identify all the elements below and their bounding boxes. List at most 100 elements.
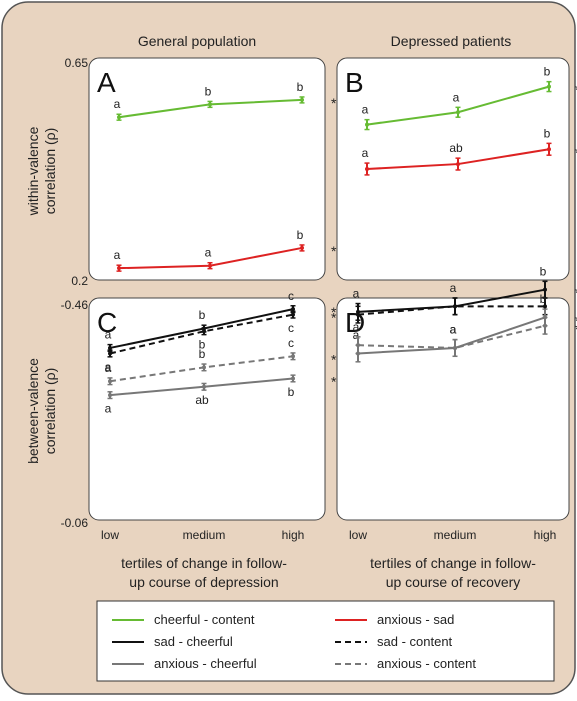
panel-b-letter: B: [345, 67, 364, 98]
x-label-left-line2: up course of depression: [129, 574, 278, 590]
series-c-sad-content-sig-label-1: b: [199, 338, 206, 352]
legend-item-anxious-sad: anxious - sad: [335, 612, 454, 627]
series-d-sad-cheerful-sig-label-0: a: [353, 287, 360, 301]
series-a-cheerful-content-significance-star: *: [331, 95, 337, 111]
series-d-anxious-content-point-0: [356, 343, 360, 348]
legend-item-anxious-content: anxious - content: [335, 656, 476, 671]
series-a-cheerful-content-sig-label-0: a: [114, 97, 121, 111]
series-b-cheerful-content-sig-label-0: a: [362, 103, 369, 117]
series-a-cheerful-content-sig-label-2: b: [297, 80, 304, 94]
series-c-sad-content: a b c *: [105, 310, 337, 374]
series-b-anxious-sad-point-2: [547, 147, 551, 152]
legend-item-anxious-cheerful-label: anxious - cheerful: [154, 656, 257, 671]
legend: cheerful - content anxious - sad sad - che…: [96, 600, 555, 682]
series-a-anxious-sad-point-0: [117, 266, 121, 271]
series-b-anxious-sad: a ab b *: [362, 126, 577, 176]
panel-c-letter: C: [97, 307, 117, 338]
series-c-anxious-cheerful-point-2: [291, 376, 295, 381]
legend-box: [96, 600, 555, 682]
series-b-anxious-sad-sig-label-1: ab: [449, 141, 463, 155]
series-b-anxious-sad-sig-label-2: b: [544, 126, 551, 140]
series-a-cheerful-content: a b b *: [114, 80, 337, 121]
series-a-cheerful-content-point-2: [300, 97, 304, 102]
legend-item-anxious-sad-label: anxious - sad: [377, 612, 454, 627]
series-c-sad-cheerful-sig-label-2: c: [288, 289, 294, 303]
series-c-anxious-content-sig-label-1: b: [199, 347, 206, 361]
series-b-anxious-sad-significance-star: *: [575, 144, 577, 160]
series-b-cheerful-content: a a b *: [362, 65, 577, 131]
legend-item-sad-content-label: sad - content: [377, 634, 453, 649]
series-a-anxious-sad-sig-label-1: a: [205, 246, 212, 260]
series-c-sad-cheerful-sig-label-1: b: [199, 308, 206, 322]
series-a-cheerful-content-point-0: [117, 115, 121, 120]
series-b-anxious-sad-point-0: [365, 167, 369, 171]
series-c-sad-cheerful-sig-label-0: a: [105, 328, 112, 342]
series-c-anxious-content-point-0: [108, 379, 112, 384]
series-d-sad-cheerful-sig-label-1: a: [450, 281, 457, 295]
panels: Aabb*aab*Baab*aabb*Cabc*abc*abc*aabb*Daa…: [88, 57, 577, 521]
series-a-anxious-sad-significance-star: *: [331, 243, 337, 259]
series-c-sad-cheerful-significance-star: *: [331, 304, 337, 320]
series-b-cheerful-content-significance-star: *: [575, 82, 577, 98]
x-tick-a-medium: medium: [183, 528, 226, 542]
series-a-anxious-sad-sig-label-2: b: [297, 228, 304, 242]
series-c-anxious-cheerful-significance-star: *: [331, 373, 337, 389]
series-c-sad-cheerful-point-2: [291, 307, 295, 312]
series-d-anxious-content-point-2: [543, 323, 547, 328]
series-c-anxious-cheerful: a ab b *: [105, 373, 337, 415]
series-d-anxious-content-line: [357, 324, 546, 349]
legend-item-anxious-content-label: anxious - content: [377, 656, 476, 671]
legend-item-anxious-cheerful: anxious - cheerful: [112, 656, 257, 671]
legend-item-cheerful-content: cheerful - content: [112, 612, 255, 627]
x-tick-b-medium: medium: [434, 528, 477, 542]
series-c-sad-cheerful-point-0: [108, 345, 112, 350]
x-tick-a-low: low: [101, 528, 119, 542]
x-label-right-line1: tertiles of change in follow-: [370, 555, 536, 571]
series-d-anxious-cheerful-sig-label-0: a: [353, 328, 360, 342]
series-c-anxious-cheerful-point-0: [108, 393, 112, 398]
series-c-anxious-cheerful-sig-label-2: b: [288, 385, 295, 399]
series-c-sad-content-sig-label-2: c: [288, 321, 294, 335]
panel-a: Aa b b * a a b *: [88, 57, 337, 281]
series-a-anxious-sad: a a b *: [114, 228, 337, 272]
series-c-anxious-content-point-2: [291, 354, 295, 359]
series-c-anxious-content-sig-label-2: c: [288, 336, 294, 350]
x-tick-a-high: high: [282, 528, 305, 542]
series-d-sad-cheerful-sig-label-2: b: [540, 264, 547, 278]
series-b-anxious-sad-point-1: [456, 162, 460, 167]
legend-item-sad-cheerful-label: sad - cheerful: [154, 634, 233, 649]
x-label-left-line1: tertiles of change in follow-: [121, 555, 287, 571]
series-d-sad-content-point-0: [356, 312, 360, 317]
series-d-anxious-content-sig-label-0: a: [353, 320, 360, 334]
legend-item-cheerful-content-label: cheerful - content: [154, 612, 255, 627]
series-d-sad-cheerful-significance-star: *: [575, 285, 577, 301]
series-a-cheerful-content-point-1: [208, 102, 212, 107]
y-axis-top-max: 0.65: [65, 56, 89, 70]
series-a-anxious-sad-sig-label-0: a: [114, 248, 121, 262]
series-d-sad-content-line: [357, 305, 545, 316]
legend-item-sad-content: sad - content: [335, 634, 453, 649]
series-d-anxious-cheerful-significance-star: *: [575, 312, 577, 328]
series-c-anxious-cheerful-sig-label-0: a: [105, 401, 112, 415]
series-b-cheerful-content-sig-label-1: a: [453, 90, 460, 104]
series-d-sad-content-point-2: [543, 304, 547, 309]
y-axis-bottom-label-line2: correlation (ρ): [42, 368, 58, 455]
x-tick-b-high: high: [534, 528, 557, 542]
series-c-anxious-content-sig-label-0: a: [105, 361, 112, 375]
series-c-sad-content-sig-label-0: a: [105, 360, 112, 374]
series-b-cheerful-content-point-1: [456, 110, 460, 115]
series-d-anxious-cheerful-sig-label-2: b: [540, 292, 547, 306]
x-tick-b-low: low: [349, 528, 367, 542]
series-b-cheerful-content-sig-label-2: b: [544, 65, 551, 79]
series-b-cheerful-content-point-0: [365, 122, 369, 127]
panel-c-box: [88, 297, 326, 521]
series-a-cheerful-content-sig-label-1: b: [205, 84, 212, 98]
series-c-sad-content-point-2: [291, 312, 295, 317]
series-d-sad-cheerful-point-2: [543, 287, 547, 292]
series-d-anxious-content-sig-label-1: a: [450, 323, 457, 337]
column-title-general: General population: [138, 33, 256, 49]
